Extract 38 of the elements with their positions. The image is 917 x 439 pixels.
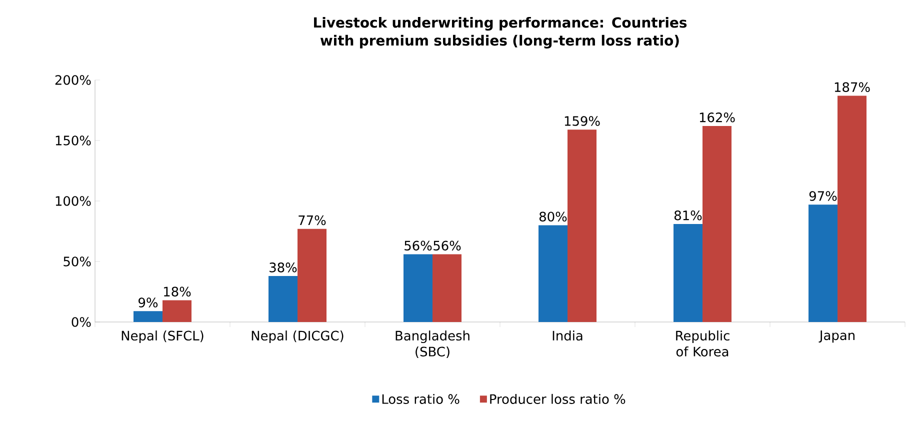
- y-tick-label: 50%: [64, 256, 91, 266]
- chart-title: Livestock underwriting performance: Countries with premium subsidies (long-term loss ratio): [314, 16, 687, 49]
- bar: [538, 225, 568, 322]
- y-tick-label: 200%: [55, 75, 91, 85]
- data-label: 18%: [164, 286, 191, 297]
- data-label: 81%: [674, 210, 702, 220]
- data-label: 38%: [270, 262, 297, 272]
- x-tick-label: Bangladesh (SBC): [396, 330, 470, 358]
- bar: [838, 96, 867, 322]
- bar: [298, 228, 327, 322]
- bar: [134, 311, 162, 322]
- y-tick-label: 150%: [56, 136, 91, 146]
- x-tick-label: Japan: [818, 330, 854, 343]
- bar: [404, 254, 433, 322]
- data-label: 80%: [539, 212, 567, 222]
- x-tick-label: India: [552, 330, 582, 341]
- data-label: 159%: [564, 116, 600, 126]
- bar: [268, 276, 298, 322]
- data-label: 77%: [298, 215, 326, 226]
- legend-label: Loss ratio %: [382, 394, 460, 404]
- x-tick-label: Nepal (SFCL): [122, 330, 204, 344]
- bar: [808, 204, 838, 322]
- y-tick-label: 0%: [72, 317, 91, 327]
- bar: [432, 254, 462, 322]
- bar: [162, 300, 192, 322]
- bar: [568, 130, 597, 322]
- y-tick-label: 100%: [56, 196, 91, 206]
- x-tick-label: Nepal (DICGC): [252, 330, 344, 344]
- legend-label: Producer loss ratio %: [490, 394, 626, 404]
- data-label: 56%: [434, 240, 461, 251]
- data-label: 9%: [138, 298, 158, 308]
- data-label: 97%: [809, 191, 837, 201]
- bar: [674, 224, 703, 322]
- data-label: 56%: [404, 240, 432, 251]
- bar: [702, 126, 732, 322]
- data-label: 187%: [834, 82, 870, 92]
- data-label: 162%: [700, 112, 735, 122]
- x-tick-label: Republic of Korea: [676, 330, 730, 356]
